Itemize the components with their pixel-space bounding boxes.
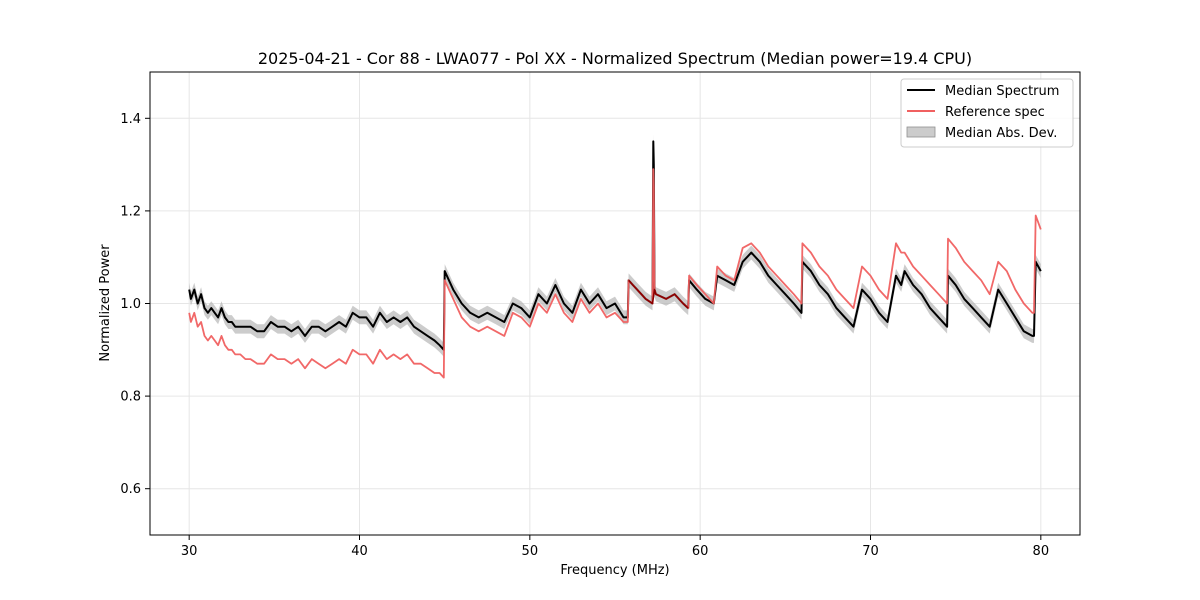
y-tick-label: 0.8: [120, 390, 141, 405]
axis-ticks: 30 40 50 60 70 80 0.6 0.8 1.0 1.2 1.4: [120, 112, 1049, 559]
legend-mad-label: Median Abs. Dev.: [945, 126, 1057, 141]
chart-title: 2025-04-21 - Cor 88 - LWA077 - Pol XX - …: [258, 49, 972, 68]
legend-reference-label: Reference spec: [945, 105, 1045, 120]
x-tick-label: 50: [522, 544, 539, 559]
legend-median-label: Median Spectrum: [945, 84, 1059, 99]
x-axis-label: Frequency (MHz): [560, 563, 669, 578]
y-axis-label: Normalized Power: [98, 244, 113, 362]
legend-mad-swatch: [906, 126, 936, 138]
y-tick-label: 1.0: [120, 297, 141, 312]
y-tick-label: 1.2: [120, 204, 141, 219]
mad-band: [189, 134, 1041, 357]
x-tick-label: 30: [181, 544, 198, 559]
legend-box: [900, 78, 1074, 148]
x-tick-label: 60: [692, 544, 709, 559]
reference-spectrum-line: [188, 168, 1042, 379]
y-tick-label: 1.4: [120, 112, 141, 127]
overlap-segment-line: [628, 279, 689, 309]
x-tick-label: 80: [1033, 544, 1050, 559]
x-tick-label: 70: [862, 544, 879, 559]
median-spectrum-line: [188, 140, 1042, 351]
x-tick-label: 40: [351, 544, 368, 559]
mad-band-area: [189, 134, 1041, 357]
legend: Median Spectrum Reference spec Median Ab…: [900, 78, 1074, 148]
series-lines: [188, 140, 1042, 379]
y-tick-label: 0.6: [120, 482, 141, 497]
